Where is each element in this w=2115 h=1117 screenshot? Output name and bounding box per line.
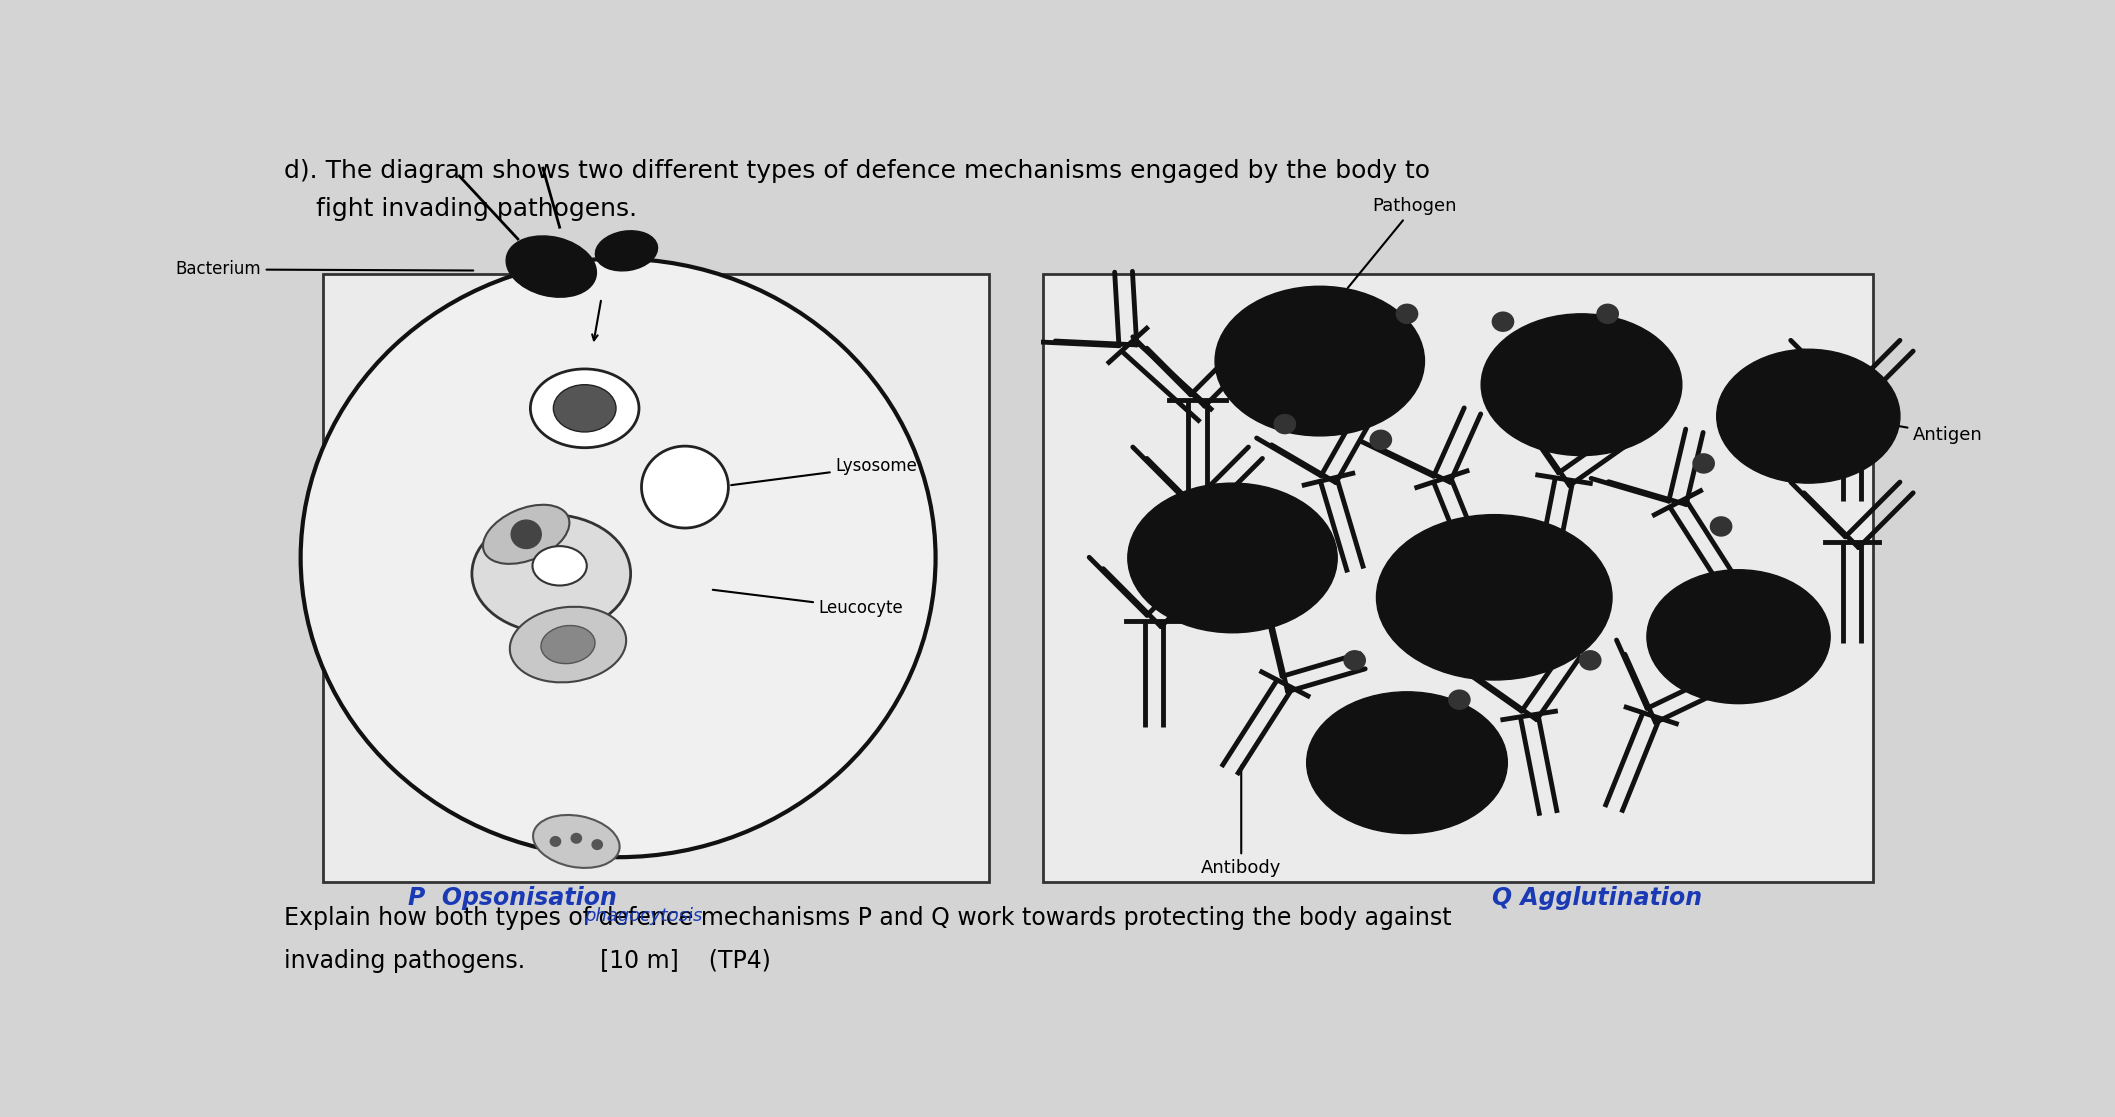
Ellipse shape [472,515,630,632]
Ellipse shape [1648,570,1829,704]
Circle shape [1273,413,1296,435]
Circle shape [592,839,603,850]
Ellipse shape [596,231,658,271]
Ellipse shape [541,626,594,663]
Text: fight invading pathogens.: fight invading pathogens. [283,198,637,221]
Text: phagocytosis: phagocytosis [584,907,702,925]
Text: Pathogen: Pathogen [1347,198,1457,288]
Text: P  Opsonisation: P Opsonisation [408,886,618,910]
Ellipse shape [1214,286,1426,436]
Text: Leucocyte: Leucocyte [713,590,903,617]
Circle shape [1343,650,1366,670]
Circle shape [550,836,560,847]
Ellipse shape [1127,484,1337,632]
Circle shape [1709,516,1732,536]
Circle shape [1371,430,1392,450]
Ellipse shape [1377,515,1612,680]
Text: Antigen: Antigen [1846,417,1982,443]
Circle shape [641,446,728,528]
Ellipse shape [531,369,639,448]
Ellipse shape [510,607,626,682]
Ellipse shape [1307,691,1508,833]
Circle shape [1396,304,1419,324]
Ellipse shape [482,505,569,564]
Text: Lysosome: Lysosome [732,457,918,485]
Text: Explain how both types of defence mechanisms P and Q work towards protecting the: Explain how both types of defence mechan… [283,906,1451,929]
Circle shape [1580,650,1601,670]
FancyBboxPatch shape [321,274,990,882]
Circle shape [571,833,582,843]
Circle shape [1491,312,1514,332]
Circle shape [1692,454,1715,474]
Ellipse shape [1480,314,1681,456]
Text: Antibody: Antibody [1201,765,1282,877]
Circle shape [300,259,935,857]
Ellipse shape [533,546,586,585]
FancyBboxPatch shape [1043,274,1872,882]
Ellipse shape [533,815,620,868]
Ellipse shape [554,384,615,432]
Circle shape [1597,304,1618,324]
Circle shape [1449,689,1470,710]
Text: Q Agglutination: Q Agglutination [1493,886,1703,910]
Text: invading pathogens.          [10 m]    (TP4): invading pathogens. [10 m] (TP4) [283,949,770,974]
Ellipse shape [1717,350,1899,484]
Ellipse shape [505,236,596,297]
Text: Bacterium: Bacterium [176,260,474,278]
Text: d). The diagram shows two different types of defence mechanisms engaged by the b: d). The diagram shows two different type… [283,159,1430,183]
Circle shape [512,521,541,548]
